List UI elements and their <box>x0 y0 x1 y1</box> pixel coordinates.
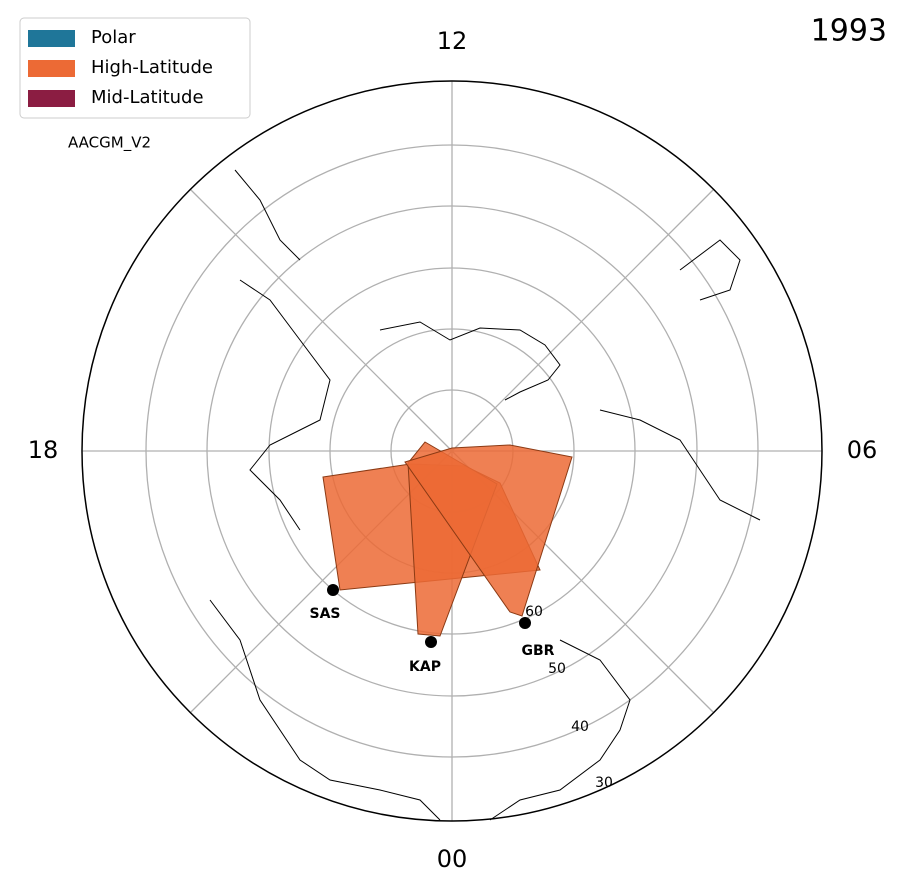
station-label: SAS <box>309 606 340 622</box>
hour-label: 00 <box>437 845 468 873</box>
lat-label: 40 <box>571 719 589 735</box>
radar-fovs <box>322 441 573 637</box>
hour-label: 06 <box>847 436 878 464</box>
year: 1993 <box>811 14 887 49</box>
radar-fov <box>404 444 573 617</box>
meridian <box>451 188 715 452</box>
coastlines <box>209 169 761 821</box>
legend-swatch <box>28 60 75 77</box>
legend-label: Polar <box>91 27 136 48</box>
legend-label: Mid-Latitude <box>91 87 204 108</box>
coordinate-system: AACGM_V2 <box>68 134 151 153</box>
hour-label: 12 <box>437 27 468 55</box>
legend-swatch <box>28 90 75 107</box>
hour-label: 18 <box>28 436 59 464</box>
station-label: GBR <box>522 643 555 659</box>
legend: Polar High-Latitude Mid-Latitude <box>28 27 213 108</box>
station-marker <box>519 617 531 629</box>
station-marker <box>327 584 339 596</box>
lat-label: 50 <box>548 661 566 677</box>
meridian <box>189 188 453 452</box>
lat-label: 60 <box>525 604 543 620</box>
legend-label: High-Latitude <box>91 57 213 78</box>
station-label: KAP <box>409 659 441 675</box>
grid <box>81 80 823 822</box>
station-marker <box>425 636 437 648</box>
legend-box <box>19 17 251 119</box>
outer-circle <box>81 80 823 822</box>
legend-swatch <box>28 30 75 47</box>
lat-label: 30 <box>595 775 613 791</box>
